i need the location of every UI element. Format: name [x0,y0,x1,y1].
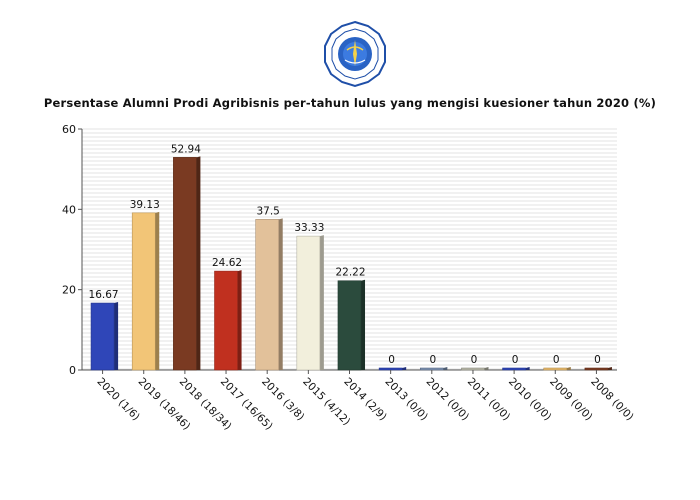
category-label: 2009 (0/0) [547,376,594,423]
y-tick-label: 0 [69,364,76,377]
data-label: 0 [594,354,601,366]
bar-side [566,367,571,370]
data-label: 0 [429,354,436,366]
university-logo [324,20,386,88]
bar [337,280,362,371]
category-label: 2013 (0/0) [383,376,430,423]
category-label: 2012 (0/0) [424,376,471,423]
data-label: 39.13 [130,199,160,211]
bar [296,235,321,371]
bar-side [155,211,160,370]
bar [90,302,115,371]
bar-side [237,270,242,370]
data-label: 0 [388,354,395,366]
data-label: 52.94 [171,143,201,155]
data-label: 0 [512,354,519,366]
bar-side [278,218,283,370]
bar-side [484,367,489,370]
bar-side [402,367,407,370]
bar [131,212,156,371]
data-label: 16.67 [89,289,119,301]
category-label: 2010 (0/0) [506,376,553,423]
y-tick-label: 60 [62,123,76,136]
bar [419,367,444,371]
bar [378,367,403,371]
bar-side [443,367,448,370]
category-label: 2020 (1/6) [94,376,141,423]
bar-side [196,156,201,370]
bar-side [525,367,530,370]
data-label: 22.22 [335,267,365,279]
data-label: 0 [553,354,560,366]
data-label: 24.62 [212,257,242,269]
bar [543,367,568,371]
chart-title: Persentase Alumni Prodi Agribisnis per-t… [43,96,657,110]
bar [214,270,238,371]
bar [173,157,197,371]
bar-side [319,235,324,370]
bar-side [114,302,119,370]
bar [461,367,485,371]
data-label: 0 [471,354,478,366]
data-label: 37.5 [256,205,279,217]
category-label: 2008 (0/0) [588,376,635,423]
bar [584,367,609,371]
bar-side [607,367,612,370]
y-tick-label: 40 [62,203,76,216]
y-tick-label: 20 [62,284,76,297]
category-label: 2011 (0/0) [465,376,512,423]
data-label: 33.33 [294,222,324,234]
bar [502,367,526,371]
bar-side [361,279,366,370]
bar [255,219,280,371]
